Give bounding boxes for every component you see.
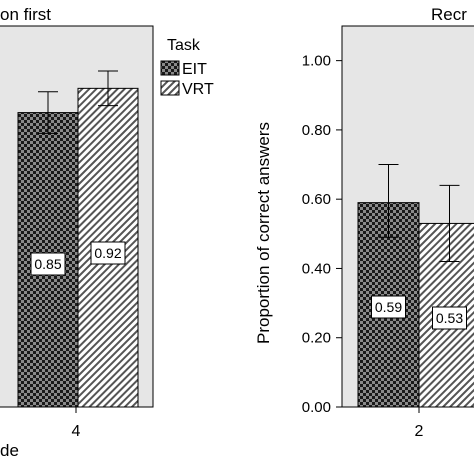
- y-tick-label: 1.00: [302, 53, 331, 70]
- y-tick-label: 0.60: [302, 191, 331, 208]
- left-data-label-box-eit: [30, 252, 66, 276]
- y-tick-label: 0.00: [302, 399, 331, 416]
- right-data-label-box-vrt: [432, 306, 467, 330]
- right-panel: Recr Proportion of correct answers 0.00 0…: [254, 5, 474, 440]
- right-data-label-vrt: 0.53: [436, 310, 463, 326]
- right-x-tick-label: 2: [415, 423, 424, 440]
- legend-swatch-eit: [160, 60, 180, 76]
- legend: Task EIT VRT: [160, 37, 214, 98]
- y-tick-label: 0.40: [302, 260, 331, 277]
- left-x-axis-label: de: [0, 441, 19, 460]
- right-chart-title: Recr: [431, 5, 467, 24]
- y-tick-label: 0.80: [302, 122, 331, 139]
- y-axis-label: Proportion of correct answers: [254, 122, 273, 344]
- left-data-label-eit: 0.85: [34, 256, 61, 272]
- legend-label-eit: EIT: [182, 61, 207, 78]
- right-data-label-box-eit: [371, 295, 406, 319]
- left-data-label-box-vrt: [90, 241, 126, 265]
- left-panel: on first 0.85 0.92 4 de: [0, 5, 154, 460]
- legend-swatch-vrt: [160, 80, 180, 96]
- right-data-label-eit: 0.59: [375, 299, 402, 315]
- legend-title: Task: [167, 37, 201, 54]
- left-data-label-vrt: 0.92: [94, 245, 121, 261]
- left-chart-title: on first: [0, 5, 51, 24]
- left-x-tick-label: 4: [72, 423, 81, 440]
- legend-label-vrt: VRT: [182, 81, 214, 98]
- y-tick-label: 0.20: [302, 330, 331, 347]
